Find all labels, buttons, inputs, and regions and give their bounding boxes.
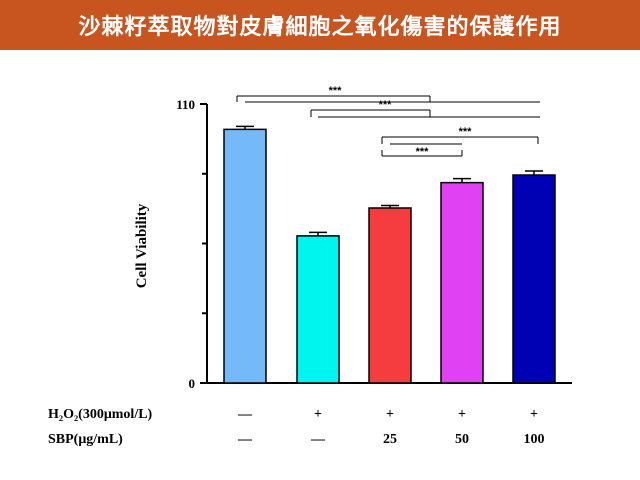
condition-value: 50: [455, 432, 469, 447]
significance-stars: ***: [416, 146, 430, 158]
significance-stars: ***: [329, 85, 343, 97]
bar: [296, 235, 340, 384]
condition-value: +: [458, 407, 466, 422]
condition-value: +: [386, 407, 394, 422]
y-tick-label: 110: [176, 97, 195, 112]
condition-value: —: [310, 432, 326, 447]
condition-value: —: [237, 407, 253, 422]
bar-chart: 110 0 Cell Viability *** *** *** *** H₂O₂(300μm…: [48, 85, 572, 447]
banner-title: 沙棘籽萃取物對皮膚細胞之氧化傷害的保護作用: [78, 15, 562, 40]
condition-value: 25: [383, 432, 397, 447]
condition-value: +: [314, 407, 322, 422]
bar: [368, 207, 412, 384]
condition-row-label: SBP(μg/mL): [48, 432, 123, 447]
y-tick-label: 0: [189, 376, 196, 391]
condition-value: —: [237, 432, 253, 447]
bar: [223, 128, 267, 384]
significance-stars: ***: [459, 126, 473, 138]
significance-stars: ***: [379, 99, 393, 111]
condition-value: +: [530, 407, 538, 422]
condition-value: 100: [524, 432, 545, 447]
bar: [440, 181, 484, 384]
bar: [512, 174, 556, 384]
title-banner: 沙棘籽萃取物對皮膚細胞之氧化傷害的保護作用: [0, 0, 640, 50]
y-axis-label: Cell Viability: [134, 203, 150, 288]
condition-row-label: H₂O₂(300μmol/L): [48, 407, 153, 422]
